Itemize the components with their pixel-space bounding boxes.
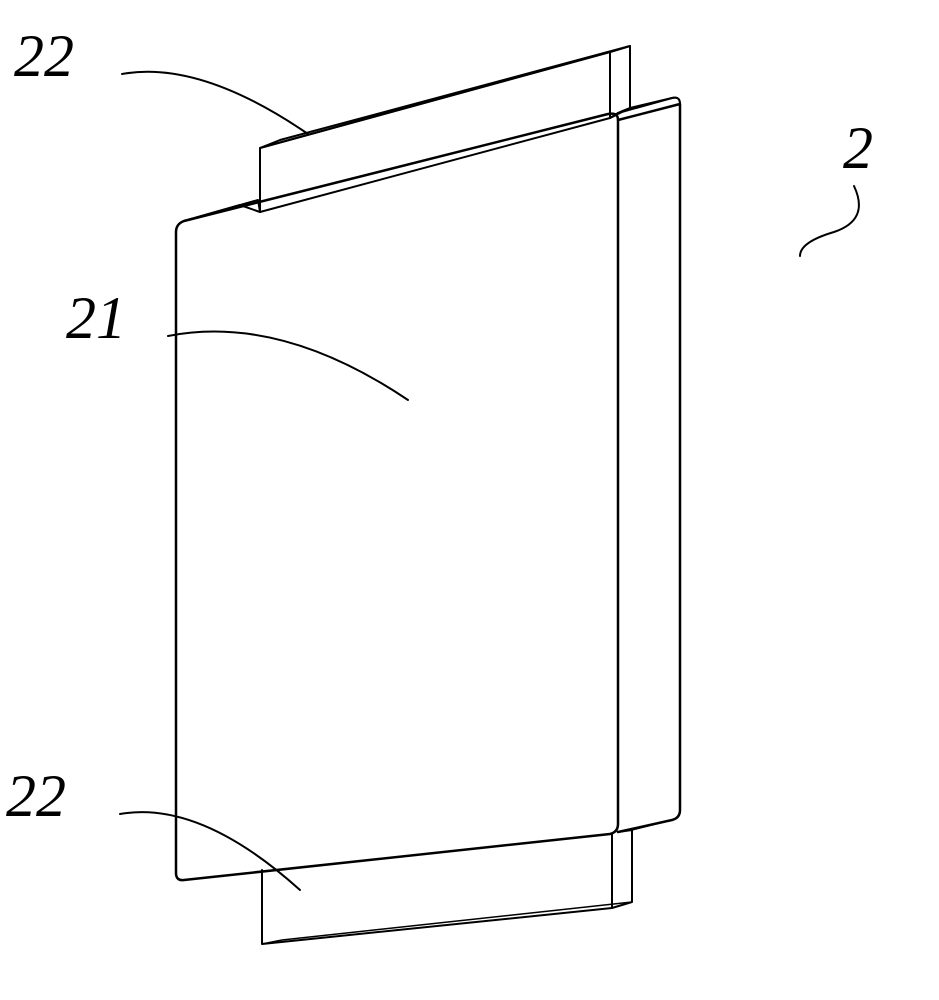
label-22-bottom: 22	[6, 762, 66, 831]
bottom-tab-right	[612, 830, 632, 908]
leader-21	[168, 332, 408, 400]
bottom-tab-back-edge	[632, 820, 672, 830]
main-body-front	[176, 114, 618, 881]
label-2: 2	[843, 114, 873, 183]
main-body-right-side	[618, 104, 680, 832]
leader-2	[800, 186, 859, 256]
top-tab-top	[260, 46, 630, 148]
label-21: 21	[66, 284, 126, 353]
bottom-tab-front	[262, 834, 612, 944]
top-tab-right	[610, 46, 630, 118]
label-22-top: 22	[14, 22, 74, 91]
leader-22-top	[122, 72, 308, 134]
technical-diagram	[0, 0, 939, 1000]
